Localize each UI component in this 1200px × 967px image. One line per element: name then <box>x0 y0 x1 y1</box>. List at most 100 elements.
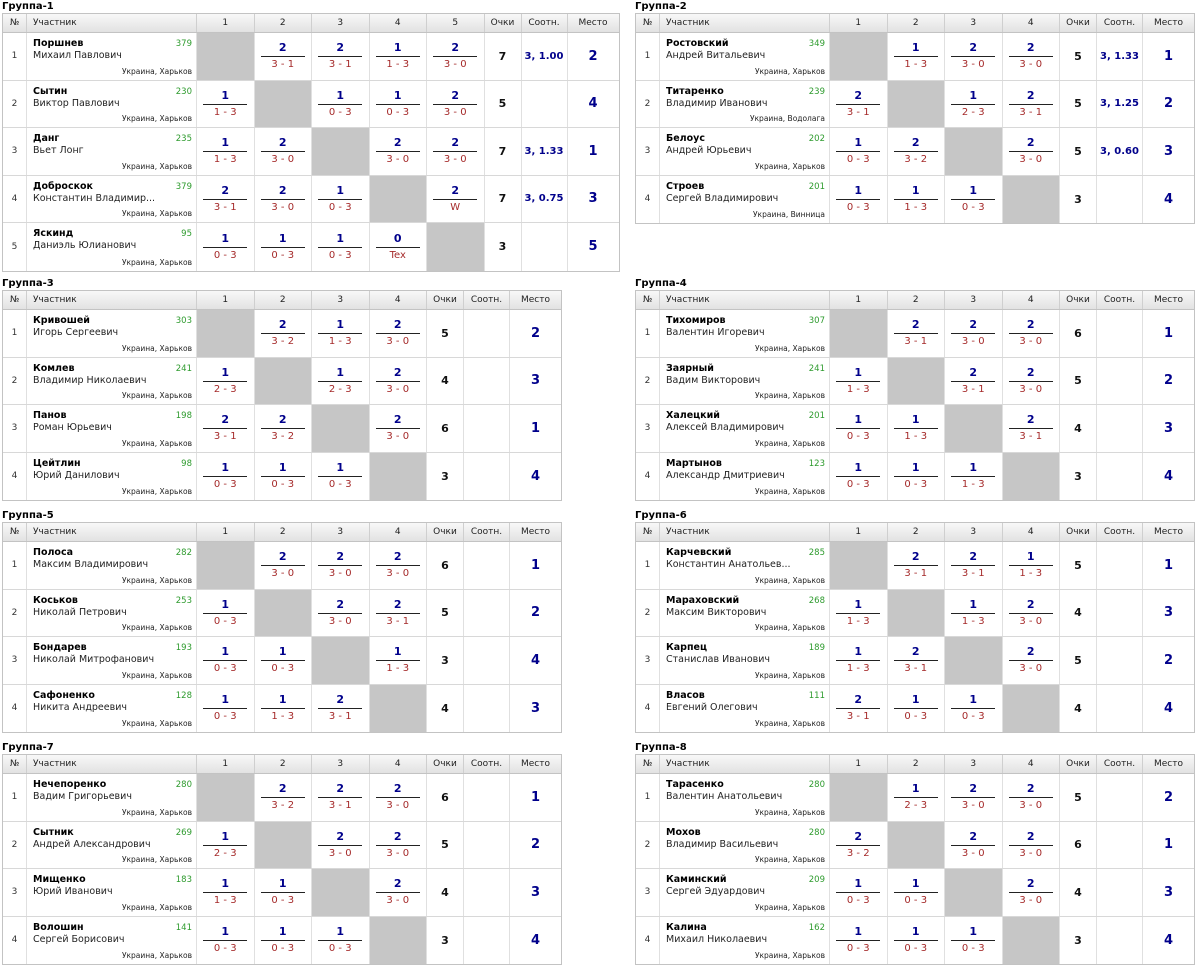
game-result[interactable]: 1 0 - 3 <box>370 80 427 127</box>
game-result[interactable]: 2 3 - 1 <box>830 684 888 732</box>
participant-cell[interactable]: Сытин 230 Виктор Павлович Украина, Харьков <box>27 80 197 127</box>
game-result[interactable]: 2 3 - 1 <box>197 175 255 222</box>
game-result[interactable]: 1 1 - 3 <box>1003 542 1060 589</box>
game-result[interactable]: 2 3 - 1 <box>1003 80 1060 127</box>
game-result[interactable]: 2 3 - 1 <box>312 33 370 80</box>
participant-surname[interactable]: Доброскок <box>33 180 94 192</box>
game-result[interactable]: 1 1 - 3 <box>312 310 370 357</box>
participant-cell[interactable]: Данг 235 Вьет Лонг Украина, Харьков <box>27 128 197 175</box>
participant-cell[interactable]: Тарасенко 280 Валентин Анатольевич Украина,… <box>660 774 830 821</box>
participant-surname[interactable]: Бондарев <box>33 642 87 653</box>
game-result[interactable]: 2 3 - 0 <box>370 357 427 404</box>
participant-surname[interactable]: Тихомиров <box>666 315 726 326</box>
game-result[interactable]: 1 0 - 3 <box>255 637 312 684</box>
participant-surname[interactable]: Панов <box>33 410 67 421</box>
game-result[interactable]: 2 3 - 1 <box>312 684 370 732</box>
game-result[interactable]: 2 3 - 1 <box>1003 405 1060 452</box>
participant-surname[interactable]: Мохов <box>666 826 701 838</box>
participant-surname[interactable]: Кривошей <box>33 315 90 326</box>
participant-cell[interactable]: Ростовский 349 Андрей Витальевич Украина, Х… <box>660 33 830 80</box>
participant-cell[interactable]: Панов 198 Роман Юрьевич Украина, Харьков <box>27 405 197 452</box>
game-result[interactable]: 1 2 - 3 <box>197 357 255 404</box>
game-result[interactable]: 1 0 - 3 <box>197 684 255 732</box>
participant-surname[interactable]: Ростовский <box>666 38 729 49</box>
participant-surname[interactable]: Строев <box>666 180 705 192</box>
game-result[interactable]: 2 3 - 0 <box>1003 128 1060 175</box>
game-result[interactable]: 1 0 - 3 <box>830 405 888 452</box>
game-result[interactable]: 1 1 - 3 <box>830 589 888 636</box>
participant-cell[interactable]: Волошин 141 Сергей Борисович Украина, Харьк… <box>27 916 197 964</box>
participant-surname[interactable]: Сытин <box>33 85 68 97</box>
game-result[interactable]: 2 3 - 1 <box>945 357 1003 404</box>
participant-surname[interactable]: Карчевский <box>666 547 732 558</box>
game-result[interactable]: 2 3 - 0 <box>945 310 1003 357</box>
game-result[interactable]: 2 3 - 1 <box>255 33 312 80</box>
game-result[interactable]: 2 3 - 1 <box>830 80 888 127</box>
participant-surname[interactable]: Мищенко <box>33 874 86 885</box>
participant-cell[interactable]: Поршнев 379 Михаил Павлович Украина, Харько… <box>27 33 197 80</box>
game-result[interactable]: 1 0 - 3 <box>945 684 1003 732</box>
participant-surname[interactable]: Тарасенко <box>666 779 724 790</box>
game-result[interactable]: 2 3 - 0 <box>945 774 1003 821</box>
game-result[interactable]: 2 3 - 0 <box>312 821 370 868</box>
participant-cell[interactable]: Каминский 209 Сергей Эдуардович Украина, Ха… <box>660 869 830 916</box>
game-result[interactable]: 1 0 - 3 <box>888 452 945 500</box>
participant-cell[interactable]: Карчевский 285 Константин Анатольев... Укра… <box>660 542 830 589</box>
game-result[interactable]: 2 3 - 0 <box>370 869 427 916</box>
game-result[interactable]: 2 3 - 0 <box>370 542 427 589</box>
game-result[interactable]: 1 0 - 3 <box>888 916 945 964</box>
game-result[interactable]: 2 3 - 0 <box>1003 821 1060 868</box>
participant-cell[interactable]: Калина 162 Михаил Николаевич Украина, Харьк… <box>660 916 830 964</box>
participant-cell[interactable]: Сафоненко 128 Никита Андреевич Украина, Хар… <box>27 684 197 732</box>
game-result[interactable]: 2 3 - 0 <box>1003 637 1060 684</box>
game-result[interactable]: 2 3 - 2 <box>888 128 945 175</box>
game-result[interactable]: 2 3 - 0 <box>1003 310 1060 357</box>
game-result[interactable]: 2 3 - 0 <box>945 821 1003 868</box>
participant-surname[interactable]: Калина <box>666 921 707 933</box>
game-result[interactable]: 1 0 - 3 <box>830 916 888 964</box>
game-result[interactable]: 2 3 - 0 <box>1003 357 1060 404</box>
participant-cell[interactable]: Белоус 202 Андрей Юрьевич Украина, Харьков <box>660 128 830 175</box>
game-result[interactable]: 1 1 - 3 <box>197 869 255 916</box>
participant-surname[interactable]: Сафоненко <box>33 689 95 701</box>
game-result[interactable]: 2 3 - 1 <box>945 542 1003 589</box>
game-result[interactable]: 2 3 - 2 <box>255 774 312 821</box>
participant-cell[interactable]: Мараховский 268 Максим Викторович Украина, … <box>660 589 830 636</box>
participant-surname[interactable]: Сытник <box>33 826 74 838</box>
game-result[interactable]: 2 3 - 0 <box>312 542 370 589</box>
game-result[interactable]: 2 3 - 0 <box>1003 869 1060 916</box>
participant-cell[interactable]: Сытник 269 Андрей Александрович Украина, Ха… <box>27 821 197 868</box>
participant-surname[interactable]: Цейтлин <box>33 457 81 469</box>
game-result[interactable]: 2 3 - 2 <box>255 405 312 452</box>
game-result[interactable]: 1 2 - 3 <box>888 774 945 821</box>
participant-surname[interactable]: Заярный <box>666 362 714 374</box>
game-result[interactable]: 0 Tex <box>370 223 427 271</box>
game-result[interactable]: 1 2 - 3 <box>945 80 1003 127</box>
participant-surname[interactable]: Карпец <box>666 642 708 653</box>
game-result[interactable]: 2 3 - 1 <box>888 637 945 684</box>
participant-cell[interactable]: Кривошей 303 Игорь Сергеевич Украина, Харьк… <box>27 310 197 357</box>
game-result[interactable]: 1 0 - 3 <box>255 869 312 916</box>
game-result[interactable]: 1 0 - 3 <box>197 223 255 271</box>
game-result[interactable]: 1 1 - 3 <box>945 452 1003 500</box>
game-result[interactable]: 1 0 - 3 <box>255 452 312 500</box>
game-result[interactable]: 1 0 - 3 <box>312 916 370 964</box>
participant-cell[interactable]: Мищенко 183 Юрий Иванович Украина, Харьков <box>27 869 197 916</box>
game-result[interactable]: 1 1 - 3 <box>370 33 427 80</box>
participant-cell[interactable]: Власов 111 Евгений Олегович Украина, Харько… <box>660 684 830 732</box>
game-result[interactable]: 1 1 - 3 <box>888 33 945 80</box>
game-result[interactable]: 2 3 - 1 <box>888 542 945 589</box>
game-result[interactable]: 1 1 - 3 <box>370 637 427 684</box>
participant-cell[interactable]: Мохов 280 Владимир Васильевич Украина, Харь… <box>660 821 830 868</box>
participant-surname[interactable]: Волошин <box>33 921 84 933</box>
game-result[interactable]: 1 1 - 3 <box>255 684 312 732</box>
game-result[interactable]: 1 0 - 3 <box>197 589 255 636</box>
participant-surname[interactable]: Мараховский <box>666 594 740 606</box>
game-result[interactable]: 1 0 - 3 <box>197 637 255 684</box>
game-result[interactable]: 1 0 - 3 <box>830 869 888 916</box>
participant-cell[interactable]: Строев 201 Сергей Владимирович Украина, Вин… <box>660 175 830 223</box>
game-result[interactable]: 2 3 - 1 <box>312 774 370 821</box>
participant-surname[interactable]: Данг <box>33 133 60 144</box>
game-result[interactable]: 2 3 - 0 <box>1003 774 1060 821</box>
game-result[interactable]: 1 0 - 3 <box>945 175 1003 223</box>
